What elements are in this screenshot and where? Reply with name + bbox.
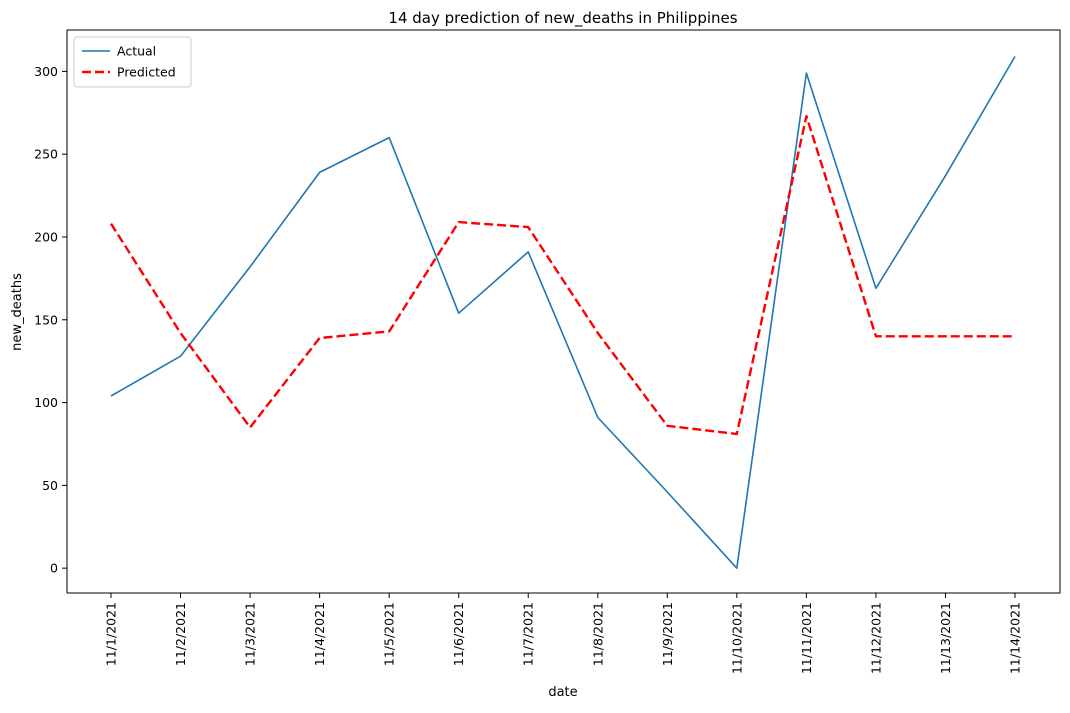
x-tick-label: 11/1/2021 [104, 602, 119, 666]
x-tick-label: 11/12/2021 [868, 602, 883, 674]
legend-label-actual: Actual [117, 44, 156, 59]
y-tick-label: 200 [34, 229, 58, 244]
chart-title: 14 day prediction of new_deaths in Phili… [388, 9, 737, 28]
x-axis-label: date [548, 685, 577, 700]
x-tick-label: 11/14/2021 [1008, 602, 1023, 674]
y-tick-label: 0 [50, 561, 58, 576]
series-line-actual [110, 56, 1016, 570]
x-tick-label: 11/5/2021 [382, 602, 397, 666]
x-tick-label: 11/8/2021 [590, 602, 605, 666]
y-tick-label: 50 [42, 478, 58, 493]
x-tick-label: 11/13/2021 [938, 602, 953, 674]
plot-frame [66, 29, 1061, 594]
x-tick-label: 11/3/2021 [243, 602, 258, 666]
legend-label-predicted: Predicted [117, 65, 176, 80]
x-tick-label: 11/4/2021 [312, 602, 327, 666]
y-axis-label: new_deaths [10, 273, 25, 351]
x-axis: 11/1/2021 11/2/2021 11/3/2021 11/4/2021 11/5… [104, 593, 1023, 674]
x-tick-label: 11/7/2021 [521, 602, 536, 666]
y-tick-label: 250 [34, 147, 58, 162]
y-tick-label: 100 [34, 395, 58, 410]
series-line-predicted [109, 114, 1015, 436]
legend: Actual Predicted [73, 36, 192, 88]
y-tick-label: 300 [34, 64, 58, 79]
x-tick-label: 11/6/2021 [451, 602, 466, 666]
y-tick-label: 150 [34, 312, 58, 327]
series-layer [109, 56, 1016, 570]
x-tick-label: 11/2/2021 [173, 602, 188, 666]
legend-box [73, 36, 192, 88]
x-tick-label: 11/10/2021 [729, 602, 744, 674]
x-tick-label: 11/9/2021 [660, 602, 675, 666]
y-axis: 0 50 100 150 200 250 300 [34, 64, 67, 576]
x-tick-label: 11/11/2021 [799, 602, 814, 674]
